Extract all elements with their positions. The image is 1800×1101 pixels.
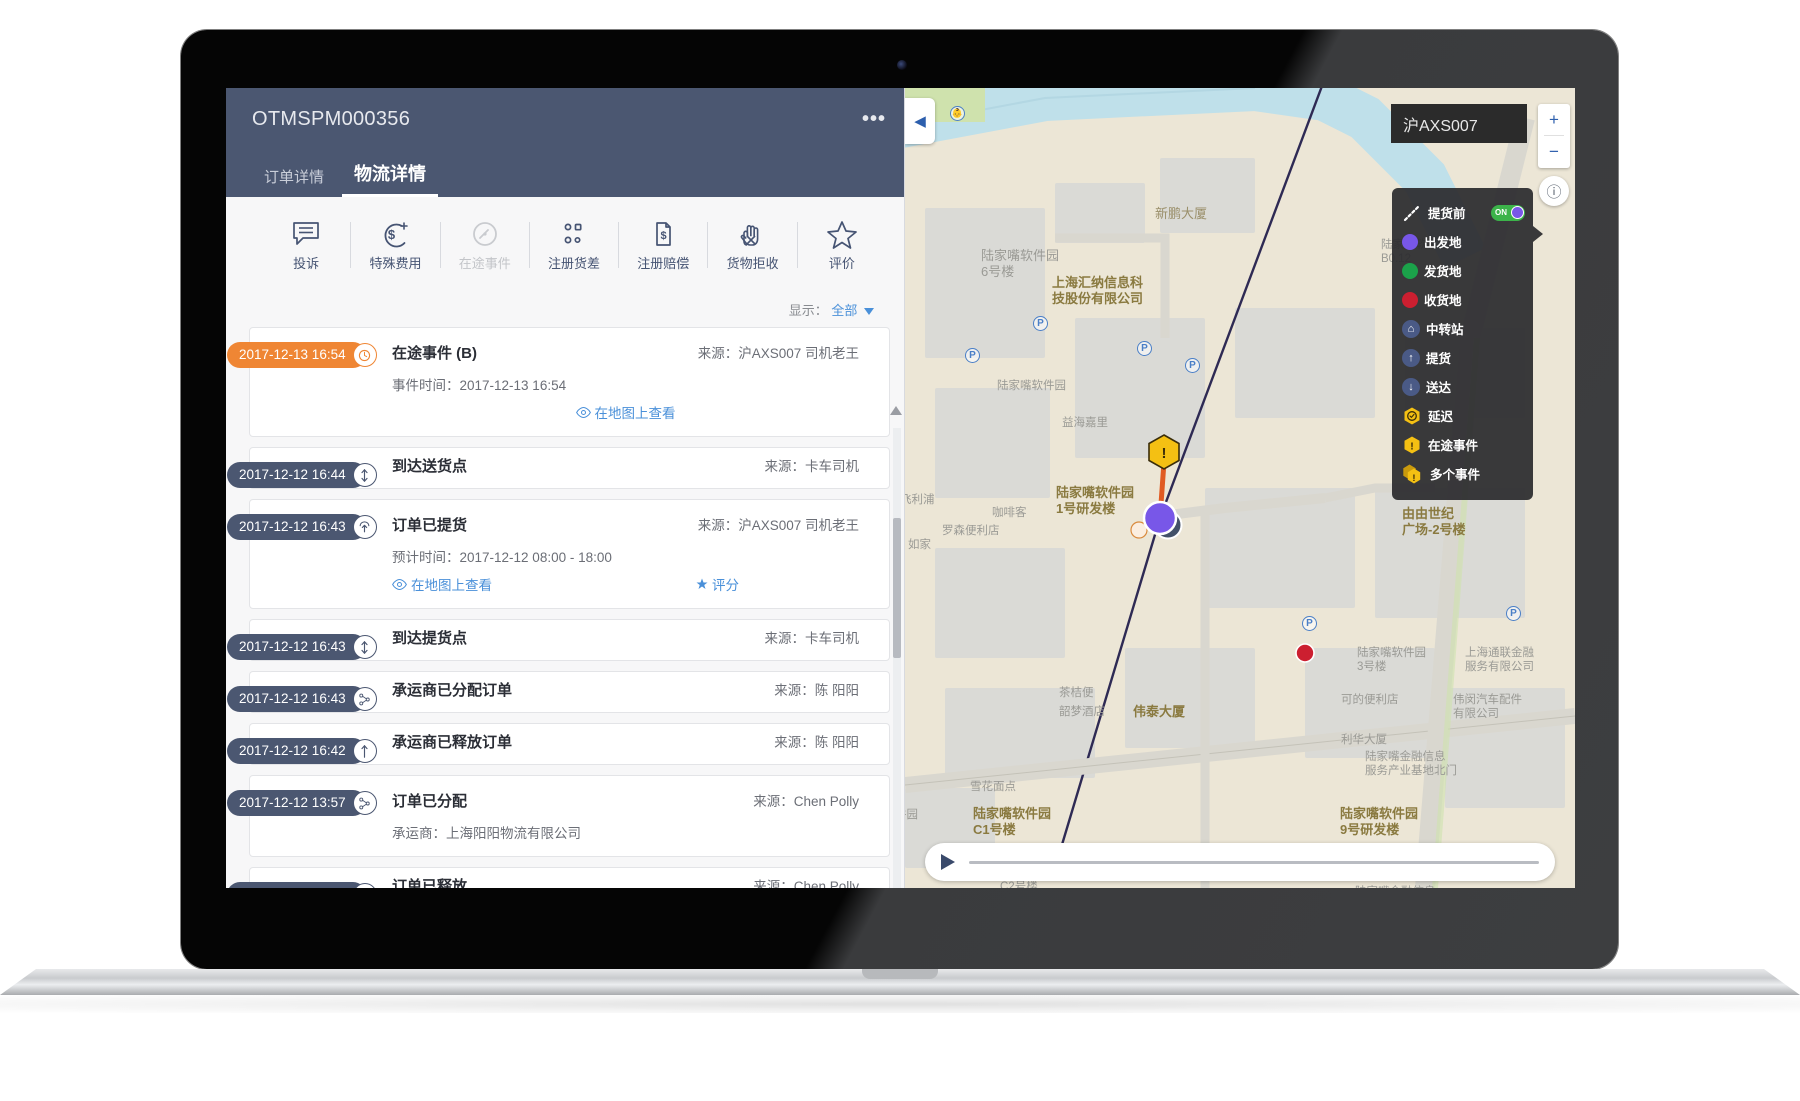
svg-text:!: ! — [1412, 473, 1415, 484]
svg-text:$: $ — [388, 227, 396, 242]
svg-text:!: ! — [1410, 440, 1414, 452]
svg-text:$: $ — [661, 230, 667, 242]
